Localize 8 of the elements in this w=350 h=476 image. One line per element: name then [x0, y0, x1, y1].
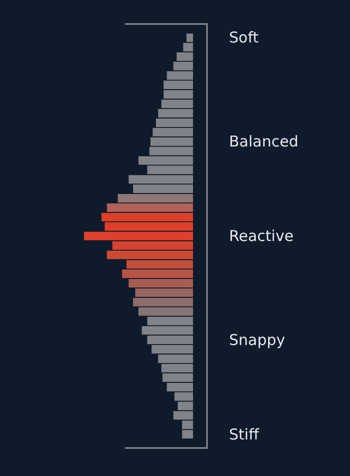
- y-tick-label: Stiff: [229, 425, 260, 444]
- bar: [106, 203, 193, 212]
- y-tick-label: Snappy: [229, 330, 286, 349]
- bar: [128, 278, 193, 288]
- bar: [118, 194, 193, 202]
- y-tick-label: Balanced: [229, 132, 298, 151]
- y-tick-label: Soft: [229, 28, 259, 47]
- y-tick-label: Reactive: [229, 227, 294, 245]
